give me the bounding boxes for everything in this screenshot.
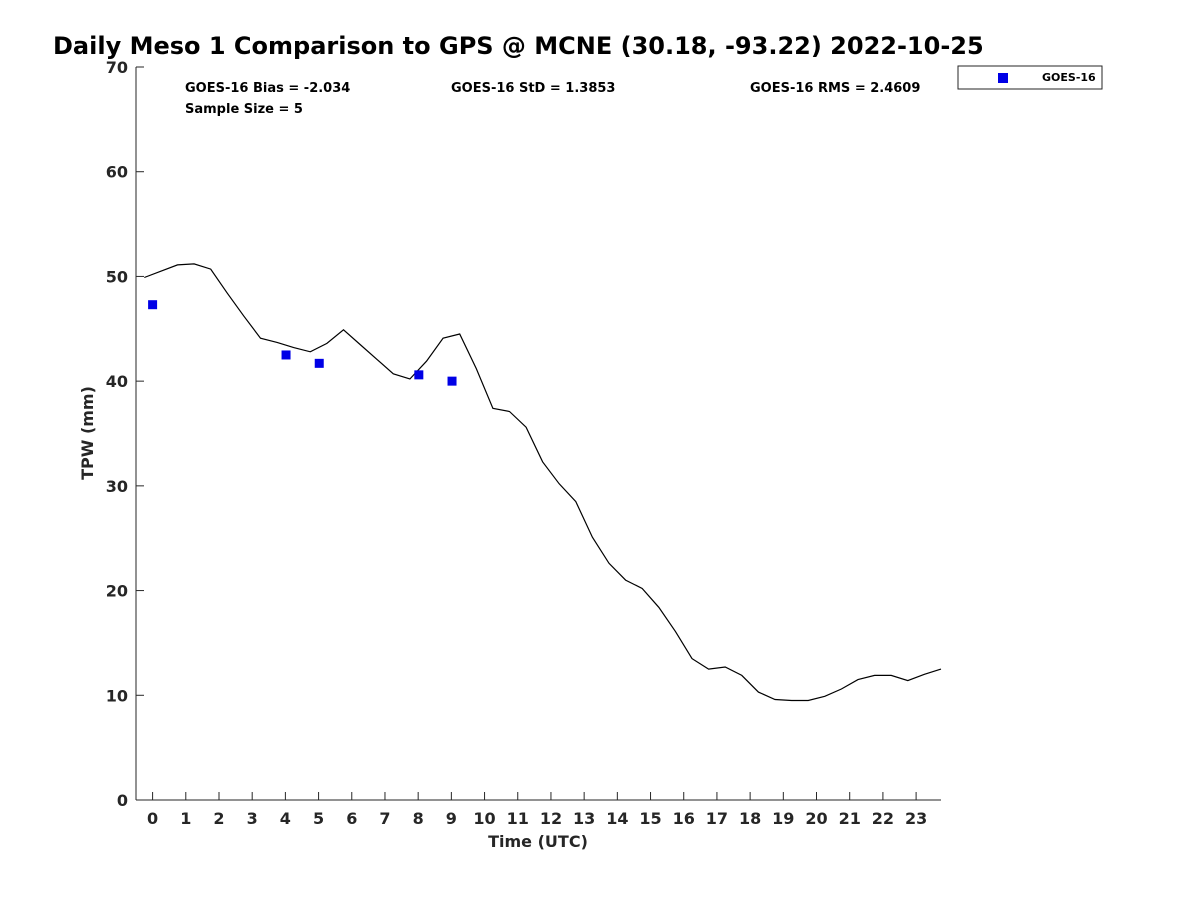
y-tick-label: 10 xyxy=(106,686,128,705)
x-tick-label: 10 xyxy=(473,809,495,828)
y-ticks: 0 10 20 30 40 50 60 70 xyxy=(106,58,144,810)
goes16-point xyxy=(148,300,158,310)
gps-tpw-line xyxy=(144,263,942,702)
goes16-point xyxy=(314,358,324,368)
x-tick-label: 3 xyxy=(247,809,258,828)
x-tick-label: 21 xyxy=(839,809,861,828)
x-tick-label: 19 xyxy=(772,809,794,828)
legend-box xyxy=(957,65,1103,90)
stat-sample-size: Sample Size = 5 xyxy=(185,102,303,117)
x-tick-label: 5 xyxy=(313,809,324,828)
goes16-point xyxy=(281,350,291,360)
y-tick-label: 40 xyxy=(106,372,128,391)
x-tick-label: 22 xyxy=(872,809,894,828)
x-tick-label: 18 xyxy=(739,809,761,828)
x-tick-label: 17 xyxy=(706,809,728,828)
x-tick-label: 8 xyxy=(413,809,424,828)
series-layer xyxy=(144,263,942,702)
x-tick-label: 20 xyxy=(805,809,827,828)
y-tick-label: 30 xyxy=(106,477,128,496)
x-tick-label: 16 xyxy=(673,809,695,828)
x-tick-label: 7 xyxy=(379,809,390,828)
x-tick-label: 11 xyxy=(507,809,529,828)
x-tick-label: 1 xyxy=(180,809,191,828)
stat-rms: GOES-16 RMS = 2.4609 xyxy=(750,81,920,96)
stat-bias: GOES-16 Bias = -2.034 xyxy=(185,81,350,96)
legend-label-goes16: GOES-16 xyxy=(1042,71,1096,84)
y-tick-label: 0 xyxy=(117,791,128,810)
x-tick-label: 0 xyxy=(147,809,158,828)
x-tick-label: 15 xyxy=(639,809,661,828)
goes16-point xyxy=(414,370,424,380)
chart-title: Daily Meso 1 Comparison to GPS @ MCNE (3… xyxy=(53,32,984,60)
x-tick-label: 12 xyxy=(540,809,562,828)
y-tick-label: 70 xyxy=(106,58,128,77)
x-tick-label: 13 xyxy=(573,809,595,828)
y-tick-label: 20 xyxy=(106,582,128,601)
y-axis-label: TPW (mm) xyxy=(78,386,97,480)
stat-std: GOES-16 StD = 1.3853 xyxy=(451,81,615,96)
x-axis-label: Time (UTC) xyxy=(488,832,588,851)
x-tick-label: 14 xyxy=(606,809,628,828)
legend: GOES-16 xyxy=(957,65,1103,90)
x-ticks: 0 1 2 3 4 5 6 7 8 9 10 11 12 13 14 15 16 17 18 19 20 21 22 23 xyxy=(147,792,927,828)
legend-marker-goes16 xyxy=(998,73,1008,83)
x-tick-label: 2 xyxy=(213,809,224,828)
x-tick-label: 9 xyxy=(446,809,457,828)
goes16-point xyxy=(447,376,457,386)
y-tick-label: 50 xyxy=(106,267,128,286)
x-tick-label: 4 xyxy=(280,809,291,828)
y-tick-label: 60 xyxy=(106,163,128,182)
x-tick-label: 6 xyxy=(346,809,357,828)
x-tick-label: 23 xyxy=(905,809,927,828)
